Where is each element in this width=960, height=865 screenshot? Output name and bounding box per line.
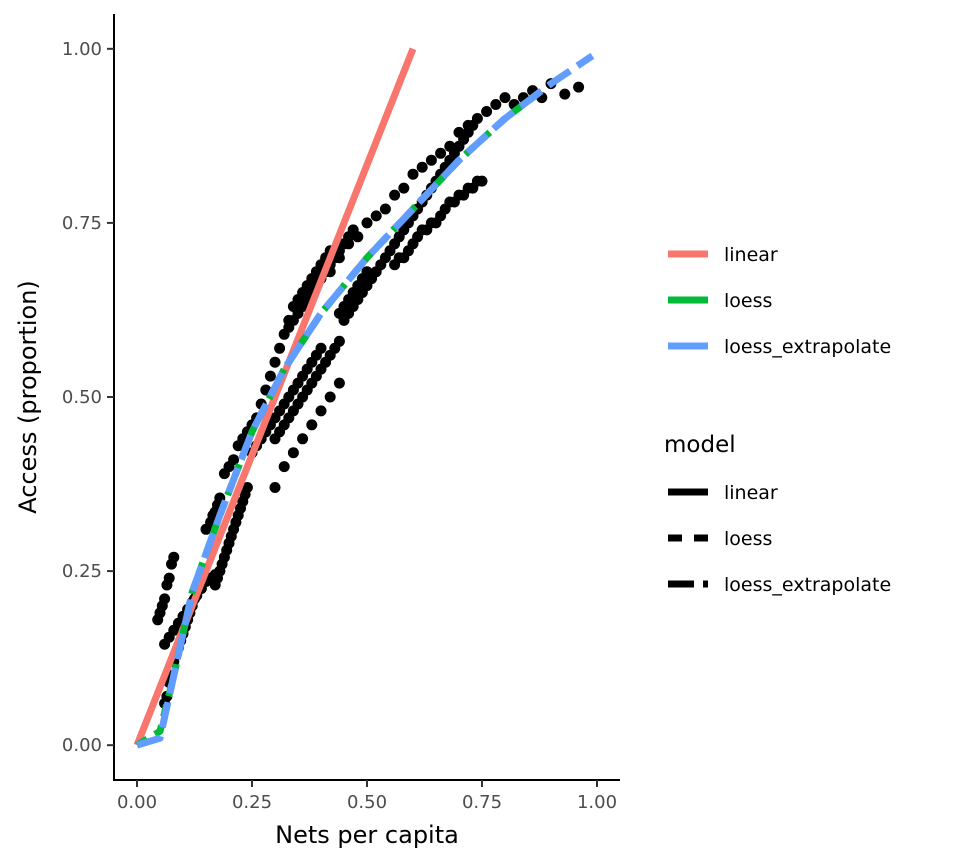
- lines-layer: [133, 47, 595, 749]
- data-point: [159, 593, 171, 605]
- data-point: [297, 433, 309, 445]
- data-point: [269, 482, 281, 493]
- legend-label: loess_extrapolate: [724, 336, 891, 358]
- data-point: [481, 106, 493, 117]
- series-line-loess-extrapolate: [135, 52, 595, 749]
- y-axis-title: Access (proportion): [14, 280, 42, 514]
- data-point: [453, 126, 465, 138]
- data-point: [407, 168, 419, 180]
- x-tick-label: 0.75: [462, 792, 502, 813]
- legend-label: linear: [724, 244, 778, 266]
- x-axis-title: Nets per capita: [275, 821, 459, 849]
- y-tick-label: 0.75: [62, 213, 102, 234]
- y-tick-label: 1.00: [62, 39, 102, 60]
- ticks-layer: 0.00 0.25 0.50 0.75 1.00 0.00 0.25 0.50 0.75 1.00: [62, 39, 617, 813]
- data-point: [499, 92, 511, 104]
- x-tick-label: 0.25: [232, 792, 272, 813]
- data-point: [163, 572, 175, 584]
- data-point: [361, 217, 373, 229]
- data-point: [490, 99, 502, 110]
- data-point: [361, 266, 373, 278]
- x-tick-label: 0.50: [347, 792, 387, 813]
- data-point: [416, 161, 428, 173]
- legend-label: linear: [724, 482, 778, 504]
- data-point: [274, 342, 286, 354]
- data-point: [264, 370, 276, 382]
- data-point: [333, 377, 345, 389]
- data-point: [559, 88, 571, 100]
- x-tick-label: 1.00: [577, 792, 617, 813]
- legend-layer: linearloessloess_extrapolatemodellinearl…: [664, 244, 891, 596]
- data-point: [287, 447, 299, 459]
- data-point: [333, 335, 345, 347]
- y-tick-label: 0.00: [62, 735, 102, 756]
- data-point: [425, 154, 437, 166]
- data-point: [269, 356, 281, 368]
- data-point: [476, 175, 488, 187]
- data-point: [324, 391, 336, 403]
- data-point: [228, 454, 240, 466]
- data-point: [435, 147, 447, 159]
- y-tick-label: 0.50: [62, 387, 102, 408]
- data-point: [306, 419, 318, 431]
- data-point: [573, 81, 585, 93]
- legend-label: loess: [724, 528, 772, 550]
- data-point: [462, 119, 474, 131]
- data-point: [444, 140, 456, 152]
- data-point: [315, 405, 327, 417]
- legend-label: loess_extrapolate: [724, 574, 891, 596]
- data-point: [315, 342, 327, 354]
- points-layer: [152, 78, 585, 709]
- legend-label: loess: [724, 290, 772, 312]
- data-point: [471, 113, 483, 124]
- data-point: [347, 224, 359, 236]
- data-point: [370, 210, 382, 222]
- data-point: [241, 482, 253, 493]
- series-line-loess: [135, 87, 544, 749]
- legend-title: model: [664, 432, 736, 458]
- data-point: [168, 551, 180, 563]
- x-tick-label: 0.00: [117, 792, 157, 813]
- data-point: [398, 182, 410, 194]
- data-point: [389, 189, 401, 201]
- y-tick-label: 0.25: [62, 561, 102, 582]
- axes-layer: [113, 14, 620, 781]
- data-point: [278, 461, 290, 473]
- data-point: [379, 203, 391, 215]
